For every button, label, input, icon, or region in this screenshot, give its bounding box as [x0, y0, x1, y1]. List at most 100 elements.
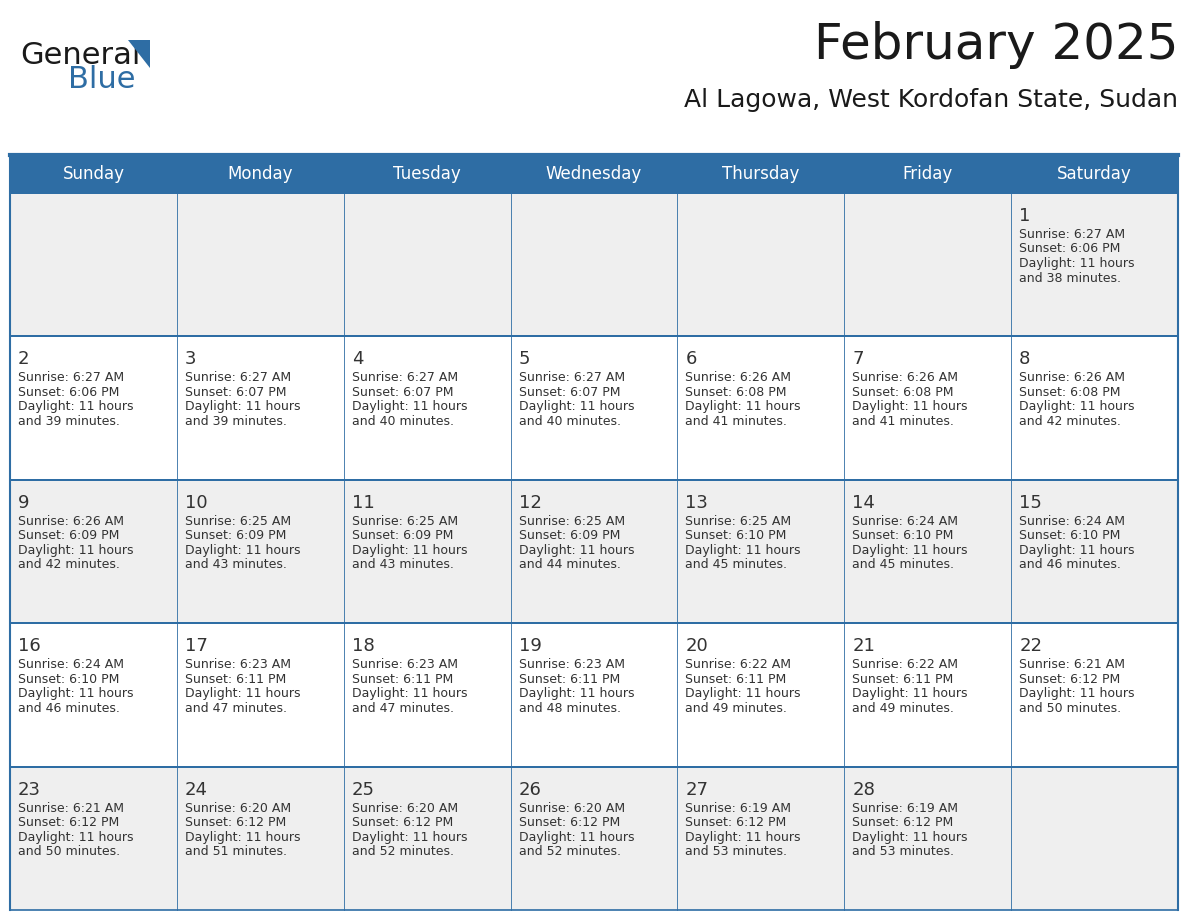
Text: Sunrise: 6:21 AM: Sunrise: 6:21 AM	[1019, 658, 1125, 671]
Bar	[10, 480, 177, 623]
Text: Sunrise: 6:25 AM: Sunrise: 6:25 AM	[352, 515, 457, 528]
Text: Sunday: Sunday	[63, 165, 125, 183]
Text: Daylight: 11 hours: Daylight: 11 hours	[185, 400, 301, 413]
Text: 20: 20	[685, 637, 708, 655]
Text: 21: 21	[852, 637, 876, 655]
Bar	[511, 623, 677, 767]
Text: 9: 9	[18, 494, 30, 512]
Text: Sunrise: 6:27 AM: Sunrise: 6:27 AM	[352, 372, 457, 385]
Text: and 50 minutes.: and 50 minutes.	[18, 845, 120, 858]
Text: and 53 minutes.: and 53 minutes.	[685, 845, 788, 858]
Text: and 40 minutes.: and 40 minutes.	[519, 415, 620, 428]
Text: Daylight: 11 hours: Daylight: 11 hours	[685, 543, 801, 557]
Text: Daylight: 11 hours: Daylight: 11 hours	[685, 400, 801, 413]
Text: Daylight: 11 hours: Daylight: 11 hours	[1019, 688, 1135, 700]
Text: Sunrise: 6:20 AM: Sunrise: 6:20 AM	[352, 801, 457, 814]
Text: and 49 minutes.: and 49 minutes.	[852, 701, 954, 715]
Text: Sunset: 6:09 PM: Sunset: 6:09 PM	[18, 530, 119, 543]
Text: Daylight: 11 hours: Daylight: 11 hours	[852, 688, 968, 700]
Text: 25: 25	[352, 780, 374, 799]
Text: Sunset: 6:12 PM: Sunset: 6:12 PM	[852, 816, 954, 829]
Text: Sunrise: 6:23 AM: Sunrise: 6:23 AM	[519, 658, 625, 671]
Text: 19: 19	[519, 637, 542, 655]
Text: Daylight: 11 hours: Daylight: 11 hours	[18, 688, 133, 700]
Text: Sunset: 6:12 PM: Sunset: 6:12 PM	[352, 816, 453, 829]
Text: Sunset: 6:12 PM: Sunset: 6:12 PM	[1019, 673, 1120, 686]
Text: Sunset: 6:12 PM: Sunset: 6:12 PM	[18, 816, 119, 829]
Text: Sunrise: 6:23 AM: Sunrise: 6:23 AM	[352, 658, 457, 671]
Bar	[343, 767, 511, 910]
Text: 16: 16	[18, 637, 40, 655]
Text: and 42 minutes.: and 42 minutes.	[18, 558, 120, 571]
Text: Daylight: 11 hours: Daylight: 11 hours	[685, 831, 801, 844]
Text: Sunset: 6:11 PM: Sunset: 6:11 PM	[352, 673, 453, 686]
Text: Daylight: 11 hours: Daylight: 11 hours	[18, 831, 133, 844]
Text: Sunset: 6:11 PM: Sunset: 6:11 PM	[685, 673, 786, 686]
Text: Sunrise: 6:19 AM: Sunrise: 6:19 AM	[852, 801, 959, 814]
Text: February 2025: February 2025	[814, 21, 1178, 69]
Text: Sunrise: 6:23 AM: Sunrise: 6:23 AM	[185, 658, 291, 671]
Text: Sunset: 6:11 PM: Sunset: 6:11 PM	[185, 673, 286, 686]
Text: Daylight: 11 hours: Daylight: 11 hours	[852, 400, 968, 413]
Text: Sunset: 6:10 PM: Sunset: 6:10 PM	[1019, 530, 1120, 543]
Text: 1: 1	[1019, 207, 1030, 225]
Text: and 51 minutes.: and 51 minutes.	[185, 845, 286, 858]
Bar	[343, 480, 511, 623]
Text: 5: 5	[519, 351, 530, 368]
Text: Sunset: 6:10 PM: Sunset: 6:10 PM	[18, 673, 119, 686]
Text: and 41 minutes.: and 41 minutes.	[852, 415, 954, 428]
Bar	[343, 336, 511, 480]
Bar	[511, 480, 677, 623]
Text: Daylight: 11 hours: Daylight: 11 hours	[519, 543, 634, 557]
Text: and 46 minutes.: and 46 minutes.	[18, 701, 120, 715]
Bar	[677, 336, 845, 480]
Text: 3: 3	[185, 351, 196, 368]
Bar	[343, 623, 511, 767]
Text: Daylight: 11 hours: Daylight: 11 hours	[519, 831, 634, 844]
Text: 12: 12	[519, 494, 542, 512]
Text: and 47 minutes.: and 47 minutes.	[352, 701, 454, 715]
Text: Sunset: 6:07 PM: Sunset: 6:07 PM	[352, 386, 453, 399]
Text: Sunrise: 6:22 AM: Sunrise: 6:22 AM	[852, 658, 959, 671]
Text: Sunrise: 6:24 AM: Sunrise: 6:24 AM	[1019, 515, 1125, 528]
Text: and 46 minutes.: and 46 minutes.	[1019, 558, 1121, 571]
Text: 26: 26	[519, 780, 542, 799]
Text: Tuesday: Tuesday	[393, 165, 461, 183]
Text: Sunset: 6:10 PM: Sunset: 6:10 PM	[852, 530, 954, 543]
Bar	[845, 767, 1011, 910]
Text: and 53 minutes.: and 53 minutes.	[852, 845, 954, 858]
Text: and 42 minutes.: and 42 minutes.	[1019, 415, 1121, 428]
Bar	[10, 336, 177, 480]
Text: and 43 minutes.: and 43 minutes.	[185, 558, 286, 571]
Text: and 50 minutes.: and 50 minutes.	[1019, 701, 1121, 715]
Bar	[177, 767, 343, 910]
Bar	[1011, 336, 1178, 480]
Bar	[845, 193, 1011, 336]
Text: Sunset: 6:06 PM: Sunset: 6:06 PM	[1019, 242, 1120, 255]
Text: Sunrise: 6:20 AM: Sunrise: 6:20 AM	[185, 801, 291, 814]
Text: Daylight: 11 hours: Daylight: 11 hours	[685, 688, 801, 700]
Bar	[177, 193, 343, 336]
Text: Daylight: 11 hours: Daylight: 11 hours	[852, 543, 968, 557]
Text: 15: 15	[1019, 494, 1042, 512]
Bar	[511, 193, 677, 336]
Text: Sunset: 6:06 PM: Sunset: 6:06 PM	[18, 386, 119, 399]
Bar	[1011, 480, 1178, 623]
Text: Sunrise: 6:24 AM: Sunrise: 6:24 AM	[852, 515, 959, 528]
Bar	[511, 336, 677, 480]
Text: and 43 minutes.: and 43 minutes.	[352, 558, 454, 571]
Text: Daylight: 11 hours: Daylight: 11 hours	[1019, 543, 1135, 557]
Text: 28: 28	[852, 780, 876, 799]
Text: and 49 minutes.: and 49 minutes.	[685, 701, 788, 715]
Text: and 52 minutes.: and 52 minutes.	[519, 845, 620, 858]
Bar	[677, 767, 845, 910]
Bar	[677, 193, 845, 336]
Bar	[10, 767, 177, 910]
Text: 4: 4	[352, 351, 364, 368]
Text: 7: 7	[852, 351, 864, 368]
Bar	[343, 193, 511, 336]
Text: and 45 minutes.: and 45 minutes.	[852, 558, 954, 571]
Text: Friday: Friday	[903, 165, 953, 183]
Text: Sunset: 6:07 PM: Sunset: 6:07 PM	[185, 386, 286, 399]
Text: Saturday: Saturday	[1057, 165, 1132, 183]
